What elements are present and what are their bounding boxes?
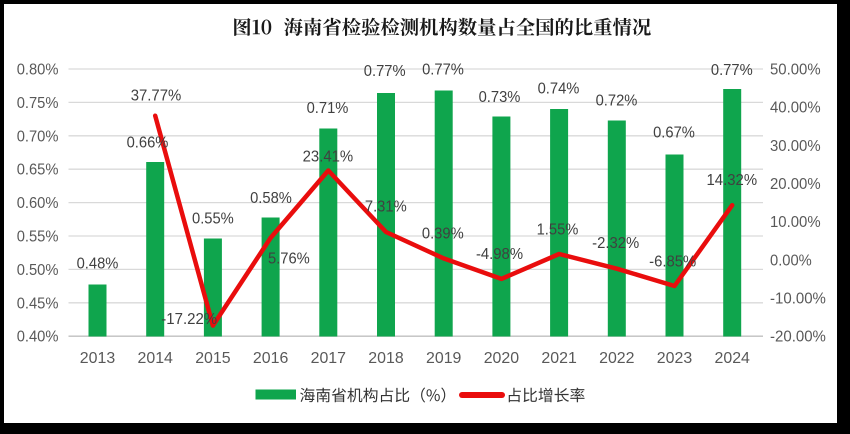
svg-text:-4.98%: -4.98%: [476, 246, 523, 263]
svg-text:-6.85%: -6.85%: [649, 254, 696, 271]
svg-text:-20.00%: -20.00%: [770, 329, 826, 346]
svg-text:0.71%: 0.71%: [307, 100, 349, 117]
svg-text:2022: 2022: [599, 350, 635, 367]
svg-text:14.32%: 14.32%: [707, 172, 758, 189]
svg-text:23.41%: 23.41%: [303, 149, 354, 166]
svg-text:0.77%: 0.77%: [364, 63, 406, 80]
svg-text:0.74%: 0.74%: [538, 81, 580, 98]
svg-text:2018: 2018: [368, 350, 404, 367]
svg-text:0.00%: 0.00%: [770, 252, 812, 269]
svg-text:0.72%: 0.72%: [596, 93, 638, 110]
svg-text:20.00%: 20.00%: [770, 176, 821, 193]
svg-text:5.76%: 5.76%: [268, 251, 310, 268]
svg-text:0.66%: 0.66%: [127, 134, 169, 151]
svg-text:0.77%: 0.77%: [422, 62, 464, 79]
svg-text:2016: 2016: [253, 350, 289, 367]
svg-text:0.39%: 0.39%: [422, 226, 464, 243]
svg-text:0.55%: 0.55%: [17, 229, 59, 246]
svg-text:50.00%: 50.00%: [770, 62, 821, 79]
svg-text:0.55%: 0.55%: [192, 211, 234, 228]
svg-text:37.77%: 37.77%: [131, 88, 182, 105]
svg-text:2017: 2017: [311, 350, 347, 367]
svg-text:0.65%: 0.65%: [17, 162, 59, 179]
svg-text:0.45%: 0.45%: [17, 295, 59, 312]
svg-text:2013: 2013: [80, 350, 116, 367]
svg-text:-10.00%: -10.00%: [770, 291, 826, 308]
svg-text:7.31%: 7.31%: [365, 199, 407, 216]
svg-text:0.60%: 0.60%: [17, 195, 59, 212]
svg-text:10.00%: 10.00%: [770, 214, 821, 231]
svg-text:-17.22%: -17.22%: [161, 311, 217, 328]
svg-text:2014: 2014: [138, 350, 174, 367]
svg-text:1.55%: 1.55%: [537, 222, 579, 239]
svg-text:0.75%: 0.75%: [17, 95, 59, 112]
svg-text:2015: 2015: [195, 350, 231, 367]
svg-text:0.48%: 0.48%: [77, 256, 119, 273]
svg-text:0.40%: 0.40%: [17, 329, 59, 346]
svg-text:2024: 2024: [715, 350, 751, 367]
svg-text:-2.32%: -2.32%: [592, 235, 639, 252]
svg-text:30.00%: 30.00%: [770, 138, 821, 155]
svg-text:0.67%: 0.67%: [653, 125, 695, 142]
svg-text:0.77%: 0.77%: [711, 62, 753, 79]
svg-text:0.80%: 0.80%: [17, 62, 59, 79]
svg-text:2019: 2019: [426, 350, 462, 367]
svg-text:0.58%: 0.58%: [250, 190, 292, 207]
svg-text:2020: 2020: [484, 350, 520, 367]
svg-text:0.70%: 0.70%: [17, 128, 59, 145]
svg-text:40.00%: 40.00%: [770, 100, 821, 117]
svg-text:2023: 2023: [657, 350, 693, 367]
svg-text:0.73%: 0.73%: [479, 89, 521, 106]
svg-text:0.50%: 0.50%: [17, 262, 59, 279]
svg-text:2021: 2021: [541, 350, 577, 367]
